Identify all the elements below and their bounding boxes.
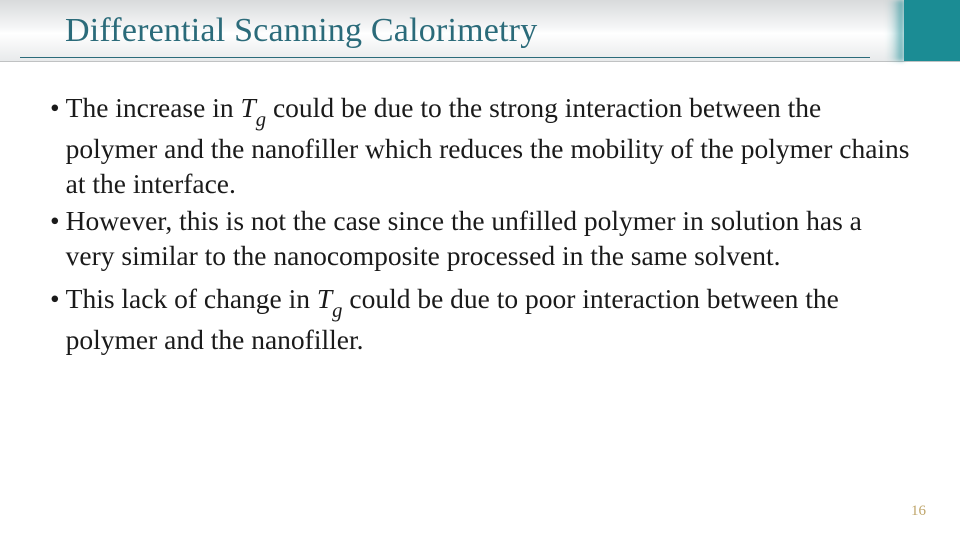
bullet-marker: • xyxy=(48,203,66,279)
variable-symbol: T xyxy=(317,283,332,314)
bullet-marker: • xyxy=(48,281,66,357)
bullet-item: • The increase in Tg could be due to the… xyxy=(48,90,912,201)
bullet-text: This lack of change in Tg could be due t… xyxy=(66,281,912,357)
slide-title: Differential Scanning Calorimetry xyxy=(0,12,537,50)
variable-subscript: g xyxy=(332,300,342,322)
bullet-item: • However, this is not the case since th… xyxy=(48,203,912,279)
variable-subscript: g xyxy=(256,109,266,131)
bullet-text-pre: However, this is not the case since the … xyxy=(66,205,862,271)
bullet-marker: • xyxy=(48,90,66,201)
bullet-text: However, this is not the case since the … xyxy=(66,203,912,279)
title-underline xyxy=(20,57,870,58)
page-number: 16 xyxy=(911,503,926,520)
variable-symbol: T xyxy=(240,92,255,123)
bullet-item: • This lack of change in Tg could be due… xyxy=(48,281,912,357)
bullet-text: The increase in Tg could be due to the s… xyxy=(66,90,912,201)
title-bar: Differential Scanning Calorimetry xyxy=(0,0,960,62)
bullet-text-pre: This lack of change in xyxy=(66,283,317,314)
slide-content: • The increase in Tg could be due to the… xyxy=(0,62,960,357)
bullet-text-pre: The increase in xyxy=(66,92,241,123)
